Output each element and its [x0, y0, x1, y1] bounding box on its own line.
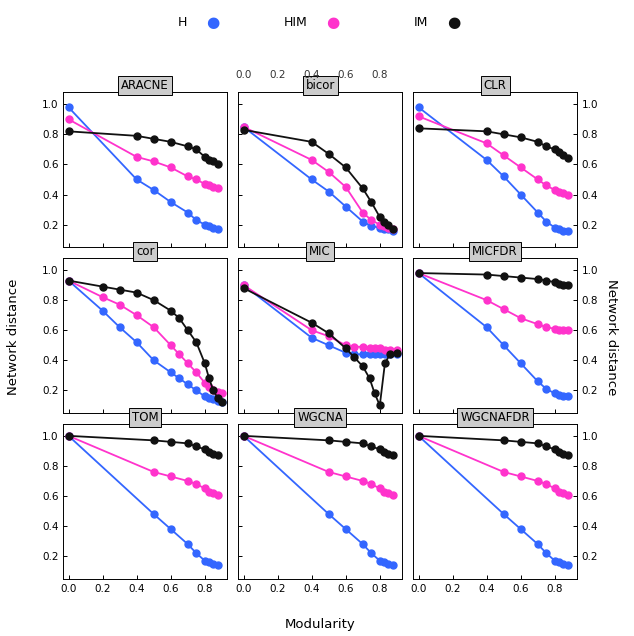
Text: 0.8: 0.8	[372, 69, 388, 80]
Text: 0.0: 0.0	[235, 69, 252, 80]
Text: WGCNAFDR: WGCNAFDR	[460, 411, 530, 424]
Text: CLR: CLR	[484, 80, 507, 92]
Text: cor: cor	[136, 245, 155, 258]
Text: Network distance: Network distance	[8, 279, 20, 395]
Text: MIC: MIC	[309, 245, 331, 258]
Text: HIM: HIM	[284, 16, 307, 29]
Text: 0.6: 0.6	[337, 69, 354, 80]
Text: ●: ●	[327, 15, 339, 30]
Text: ●: ●	[206, 15, 219, 30]
Text: WGCNA: WGCNA	[297, 411, 343, 424]
Text: Network distance: Network distance	[605, 279, 618, 395]
Text: 0.2: 0.2	[269, 69, 286, 80]
Text: H: H	[178, 16, 187, 29]
Text: IM: IM	[413, 16, 428, 29]
Text: ●: ●	[447, 15, 460, 30]
Text: MICFDR: MICFDR	[472, 245, 518, 258]
Text: Modularity: Modularity	[285, 618, 356, 631]
Text: 0.4: 0.4	[304, 69, 320, 80]
Text: ARACNE: ARACNE	[121, 80, 169, 92]
Text: TOM: TOM	[132, 411, 158, 424]
Text: bicor: bicor	[306, 80, 335, 92]
